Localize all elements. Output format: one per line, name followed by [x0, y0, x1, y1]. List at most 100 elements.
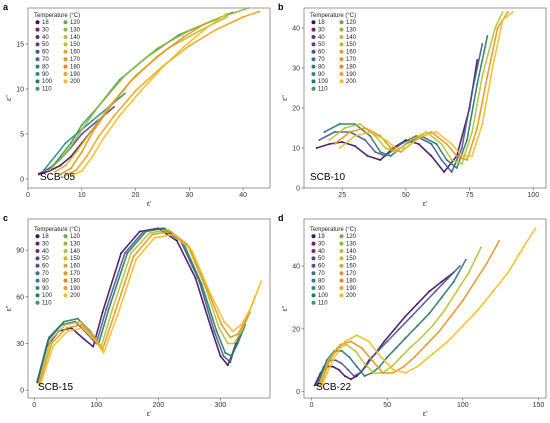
- data-point: [443, 309, 446, 311]
- sample-label: SCB-22: [316, 382, 351, 393]
- data-point: [219, 355, 222, 357]
- y-tick-label: 0: [20, 388, 24, 395]
- legend-swatch: [339, 278, 344, 283]
- data-point: [229, 361, 232, 364]
- data-point: [130, 252, 132, 255]
- data-point: [455, 155, 458, 157]
- y-tick-label: 10: [16, 87, 24, 94]
- data-point: [148, 232, 151, 234]
- data-point: [364, 139, 366, 141]
- panel-d: d 0 50 100 150 0 20 40 ε' ε'' Temperature (°C)1930…: [278, 213, 547, 418]
- data-point: [334, 359, 337, 362]
- legend-swatch: [35, 42, 40, 47]
- data-point: [399, 151, 402, 153]
- legend-swatch: [311, 271, 316, 276]
- data-point: [132, 255, 135, 258]
- legend-entry: 160: [346, 50, 357, 56]
- data-point: [419, 337, 422, 340]
- series-line: [313, 271, 455, 387]
- legend-swatch: [35, 86, 40, 91]
- legend-swatch: [63, 72, 68, 76]
- data-point: [348, 356, 351, 359]
- x-axis-label: ε': [423, 411, 427, 418]
- data-point: [323, 131, 326, 133]
- panel-letter: c: [3, 213, 8, 223]
- data-point: [316, 384, 319, 387]
- data-point: [48, 336, 50, 339]
- legend-entry: 30: [318, 27, 325, 33]
- data-point: [476, 59, 479, 61]
- data-point: [318, 139, 321, 141]
- data-point: [409, 346, 411, 349]
- legend-entry: 80: [318, 64, 325, 70]
- data-point: [229, 336, 232, 339]
- sample-label: SCB-15: [38, 382, 73, 393]
- data-point: [230, 355, 233, 357]
- data-point: [258, 10, 261, 13]
- legend-swatch: [35, 234, 40, 239]
- legend-swatch: [35, 300, 40, 305]
- legend-entry: 90: [318, 286, 325, 292]
- legend-swatch: [311, 234, 316, 239]
- data-point: [471, 155, 473, 157]
- data-point: [338, 123, 341, 125]
- data-point: [260, 280, 263, 283]
- legend-swatch: [339, 57, 344, 62]
- legend-swatch: [35, 241, 40, 246]
- legend-entry: 18: [318, 20, 325, 26]
- data-point: [386, 340, 389, 343]
- data-point: [315, 147, 318, 149]
- legend-swatch: [35, 27, 40, 32]
- legend-swatch: [311, 27, 316, 32]
- legend-entry: 60: [318, 264, 325, 270]
- data-point: [384, 139, 387, 141]
- legend-entry: 80: [318, 278, 325, 284]
- legend-title: Temperature (°C): [310, 13, 356, 19]
- data-point: [364, 127, 366, 129]
- data-point: [188, 29, 191, 32]
- y-tick-label: 30: [292, 66, 300, 73]
- data-point: [354, 135, 356, 137]
- plot-frame: [303, 218, 547, 399]
- data-point: [107, 107, 110, 110]
- x-axis-label: ε': [147, 411, 151, 418]
- data-point: [486, 35, 489, 37]
- data-point: [65, 327, 68, 329]
- legend-entry: 130: [70, 241, 81, 247]
- legend-entry: 110: [42, 301, 52, 307]
- legend-entry: 110: [42, 87, 52, 93]
- data-point: [328, 139, 331, 141]
- legend-entry: 120: [346, 20, 357, 26]
- sample-label: SCB-10: [310, 172, 345, 183]
- data-point: [461, 299, 464, 302]
- legend-swatch: [311, 79, 316, 84]
- y-tick-label: 60: [16, 294, 24, 301]
- data-point: [501, 19, 504, 21]
- data-point: [360, 346, 363, 349]
- y-tick-label: 15: [16, 42, 24, 49]
- legend-entry: 200: [70, 79, 81, 85]
- data-point: [428, 312, 431, 315]
- data-point: [236, 333, 239, 336]
- data-point: [383, 340, 386, 343]
- legend-entry: 200: [70, 293, 81, 299]
- legend-entry: 190: [70, 286, 81, 292]
- legend-entry: 30: [42, 27, 49, 33]
- legend-swatch: [35, 57, 40, 62]
- data-point: [443, 171, 445, 173]
- legend-entry: 100: [42, 79, 53, 85]
- data-point: [315, 384, 317, 387]
- data-point: [476, 83, 479, 85]
- series-line: [318, 43, 484, 173]
- data-point: [244, 320, 247, 323]
- data-point: [402, 365, 405, 368]
- data-point: [226, 364, 229, 367]
- legend-entry: 200: [346, 79, 357, 85]
- data-point: [446, 340, 449, 343]
- legend-swatch: [339, 27, 344, 32]
- data-point: [353, 375, 355, 377]
- x-tick-label: 25: [338, 192, 346, 199]
- data-point: [123, 74, 126, 77]
- legend-entry: 18: [42, 20, 49, 26]
- legend-entry: 110: [318, 87, 328, 93]
